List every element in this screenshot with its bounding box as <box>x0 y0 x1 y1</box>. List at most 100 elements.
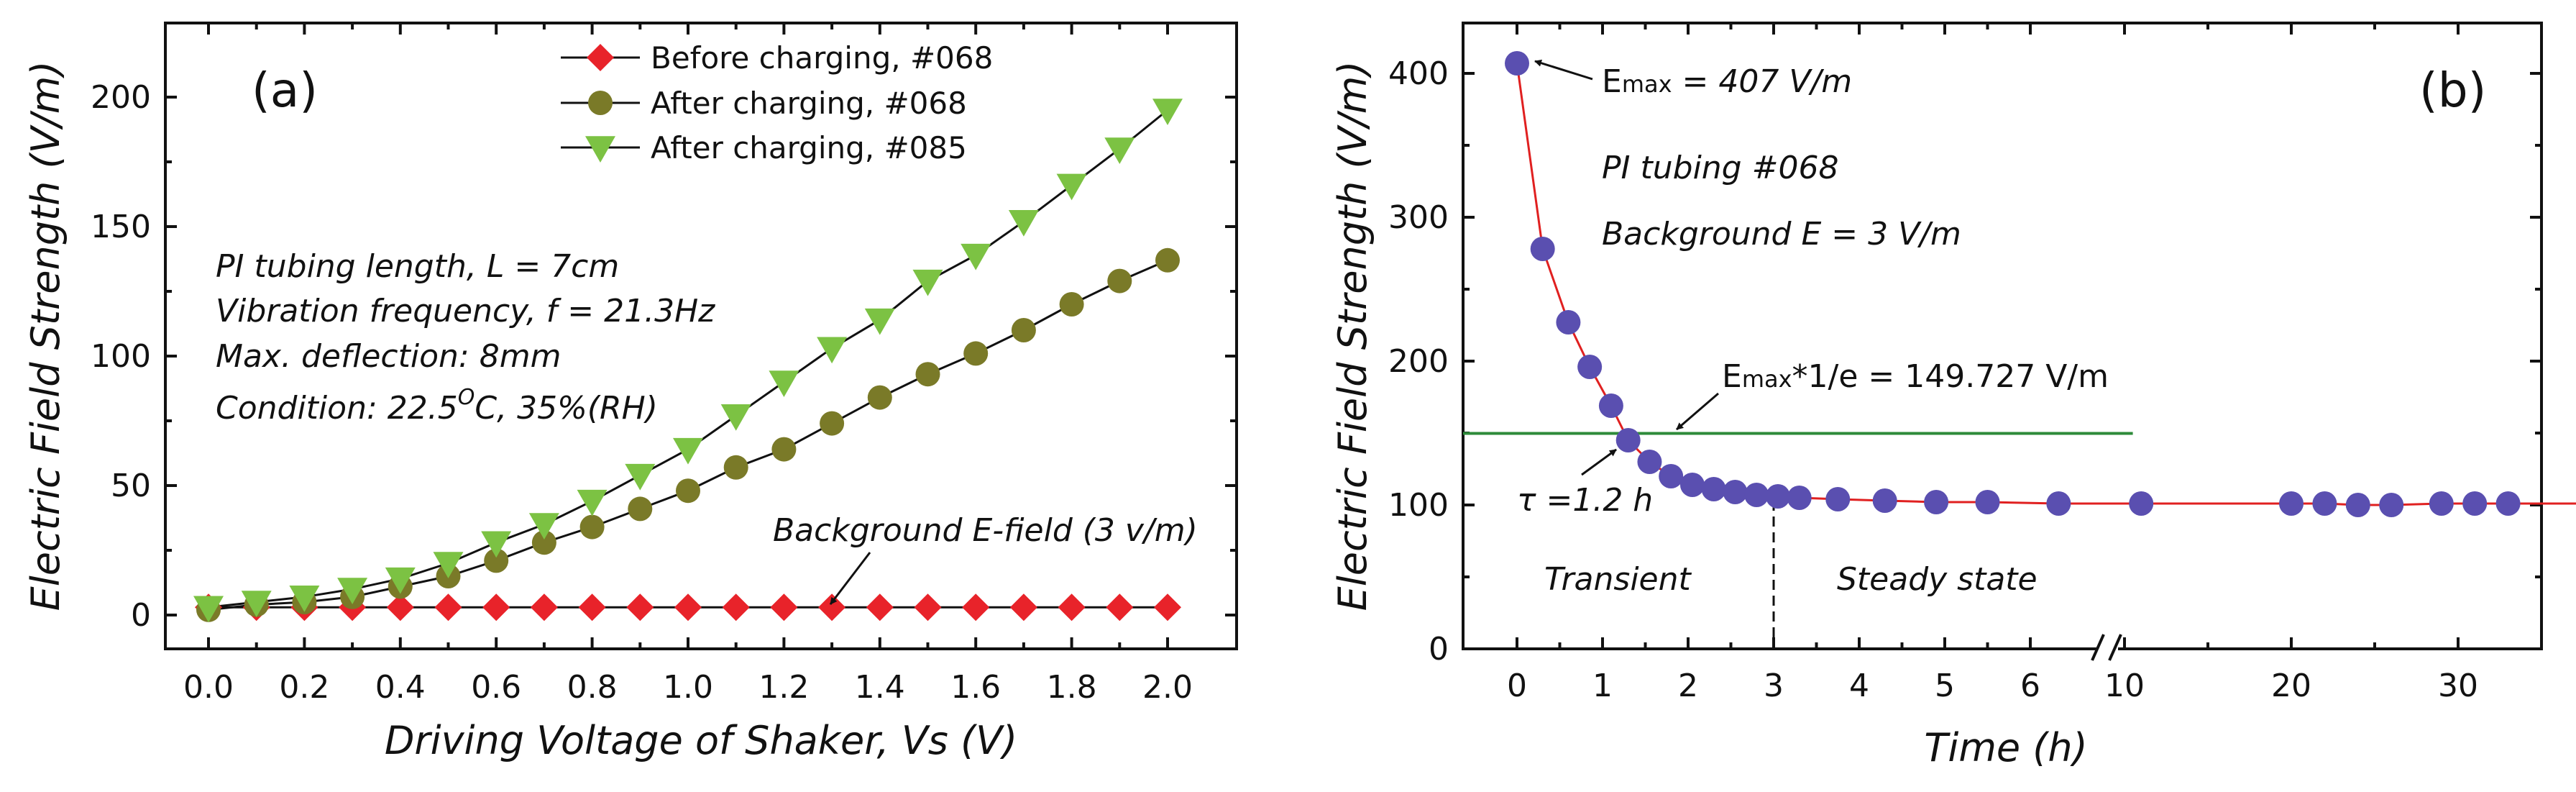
data-point-steady <box>2429 491 2454 516</box>
x-tick-label-b: 6 <box>2020 668 2040 704</box>
chart-panel-b: 012345610203040500100200300400 (b) Emax … <box>1330 22 2576 770</box>
x-tick-label-a: 0.6 <box>471 669 521 706</box>
tau-arrow <box>1581 448 1617 476</box>
data-point-after-068 <box>1155 247 1180 273</box>
x-tick-label-a: 0.8 <box>567 669 618 706</box>
data-point-after-068 <box>579 514 605 540</box>
x-tick-label-a: 0.0 <box>183 669 234 706</box>
data-point-after-085 <box>241 591 272 617</box>
x-axis-title-a: Driving Voltage of Shaker, Vs (V) <box>385 718 1017 763</box>
background-arrow <box>829 552 871 605</box>
data-point-after-085 <box>961 243 991 270</box>
y-tick-label-b: 200 <box>1388 343 1449 380</box>
data-point-before-068 <box>434 593 462 622</box>
data-point-before-068 <box>962 593 990 622</box>
plot-frame-a <box>164 22 1238 650</box>
x-tick-label-a: 0.2 <box>279 669 329 706</box>
data-point-steady <box>2279 491 2304 516</box>
series-lines-b <box>1516 63 2576 506</box>
data-point-after-085 <box>1152 99 1183 125</box>
data-point-steady <box>2312 491 2337 516</box>
condition-prefix: Condition: 22.5 <box>216 390 458 427</box>
data-point-after-068 <box>963 341 989 366</box>
data-point-after-085 <box>433 552 464 578</box>
x-tick-label-b: 5 <box>1935 668 1955 704</box>
data-point-transient <box>1637 450 1662 474</box>
legend-marker-after-085 <box>585 136 615 163</box>
data-point-transient <box>1787 486 1812 510</box>
data-point-after-085 <box>337 578 368 604</box>
data-point-transient <box>1679 473 1705 497</box>
data-point-transient <box>1530 237 1555 261</box>
x-tick-label-b: 30 <box>2438 668 2478 704</box>
ticks-b: 012345610203040500100200300400 <box>1388 23 2543 704</box>
x-tick-label-a: 1.8 <box>1047 669 1097 706</box>
data-point-after-085 <box>625 463 656 491</box>
y-tick-label-a: 150 <box>91 209 151 245</box>
data-point-after-085 <box>289 586 320 612</box>
data-point-after-085 <box>481 531 512 558</box>
x-tick-label-b: 0 <box>1507 668 1527 704</box>
chart-panel-a: 0.0 0.2 0.4 0.6 0.8 1.0 1.2 1.4 1.6 1.8 2.0 0 50 100 1… <box>23 22 1238 763</box>
x-tick-label-b: 2 <box>1678 668 1698 704</box>
threshold-value: *1/e = 149.727 V/m <box>1792 358 2109 395</box>
panel-label-b: (b) <box>2419 63 2486 118</box>
x-tick-label-b: 1 <box>1592 668 1613 704</box>
data-point-before-068 <box>626 593 654 622</box>
plot-frame-b <box>1462 22 2543 650</box>
data-point-before-068 <box>674 593 702 622</box>
y-tick-label-a: 100 <box>91 338 151 375</box>
data-point-after-085 <box>1056 173 1087 201</box>
data-point-after-068 <box>1011 318 1036 342</box>
ticks-a: 0.0 0.2 0.4 0.6 0.8 1.0 1.2 1.4 1.6 1.8 2.0 0 50 100 1… <box>91 23 1237 706</box>
y-tick-label-a: 0 <box>131 597 151 634</box>
data-point-before-068 <box>866 593 894 622</box>
decay-curve <box>1516 63 2576 506</box>
reference-lines-b <box>1463 432 2133 649</box>
data-point-transient <box>1723 480 1748 504</box>
data-point-before-068 <box>722 593 750 622</box>
x-axis-title-b: Time (h) <box>1924 725 2087 770</box>
data-point-after-068 <box>915 362 940 387</box>
condition-suffix: C, 35%(RH) <box>475 390 657 427</box>
y-tick-label-b: 400 <box>1388 55 1449 92</box>
info-condition: Condition: 22.5OC, 35%(RH) <box>216 385 658 427</box>
x-tick-label-a: 0.4 <box>375 669 426 706</box>
x-tick-label-a: 1.2 <box>758 669 809 706</box>
data-point-after-085 <box>528 513 559 540</box>
x-tick-label-b: 10 <box>2104 668 2145 704</box>
y-axis-title-a: Electric Field Strength (V/m) <box>23 61 68 611</box>
series-markers-b <box>1505 51 2521 517</box>
data-point-after-085 <box>193 596 224 623</box>
condition-degree: O <box>458 385 475 410</box>
data-point-steady <box>2345 493 2370 517</box>
data-point-after-085 <box>817 337 848 364</box>
transient-label: Transient <box>1544 561 1692 598</box>
data-point-after-068 <box>484 548 509 573</box>
data-point-after-085 <box>864 308 895 335</box>
info-max-deflection: Max. deflection: 8mm <box>216 338 561 375</box>
data-point-steady <box>2379 493 2404 517</box>
x-tick-label-b: 3 <box>1764 668 1784 704</box>
threshold-arrow <box>1676 392 1719 431</box>
data-point-after-085 <box>1008 210 1039 237</box>
data-point-after-068 <box>1107 268 1132 293</box>
legend-marker-before-068 <box>587 44 614 71</box>
data-point-after-068 <box>820 411 845 436</box>
x-tick-label-a: 1.6 <box>950 669 1001 706</box>
x-tick-label-a: 1.4 <box>855 669 905 706</box>
emax-annotation: Emax = 407 V/m <box>1602 63 1852 100</box>
data-point-after-085 <box>385 567 416 594</box>
x-tick-label-b: 4 <box>1849 668 1869 704</box>
data-point-before-068 <box>914 593 942 622</box>
info-vibration-frequency: Vibration frequency, f = 21.3Hz <box>216 293 715 329</box>
data-point-after-085 <box>577 489 608 516</box>
data-point-transient <box>1505 51 1529 76</box>
data-point-after-068 <box>771 437 797 462</box>
data-point-steady <box>2129 491 2154 516</box>
series-markers-a <box>193 99 1183 623</box>
data-point-before-068 <box>482 593 510 622</box>
data-point-transient <box>1975 490 2000 514</box>
data-point-transient <box>1598 393 1623 418</box>
